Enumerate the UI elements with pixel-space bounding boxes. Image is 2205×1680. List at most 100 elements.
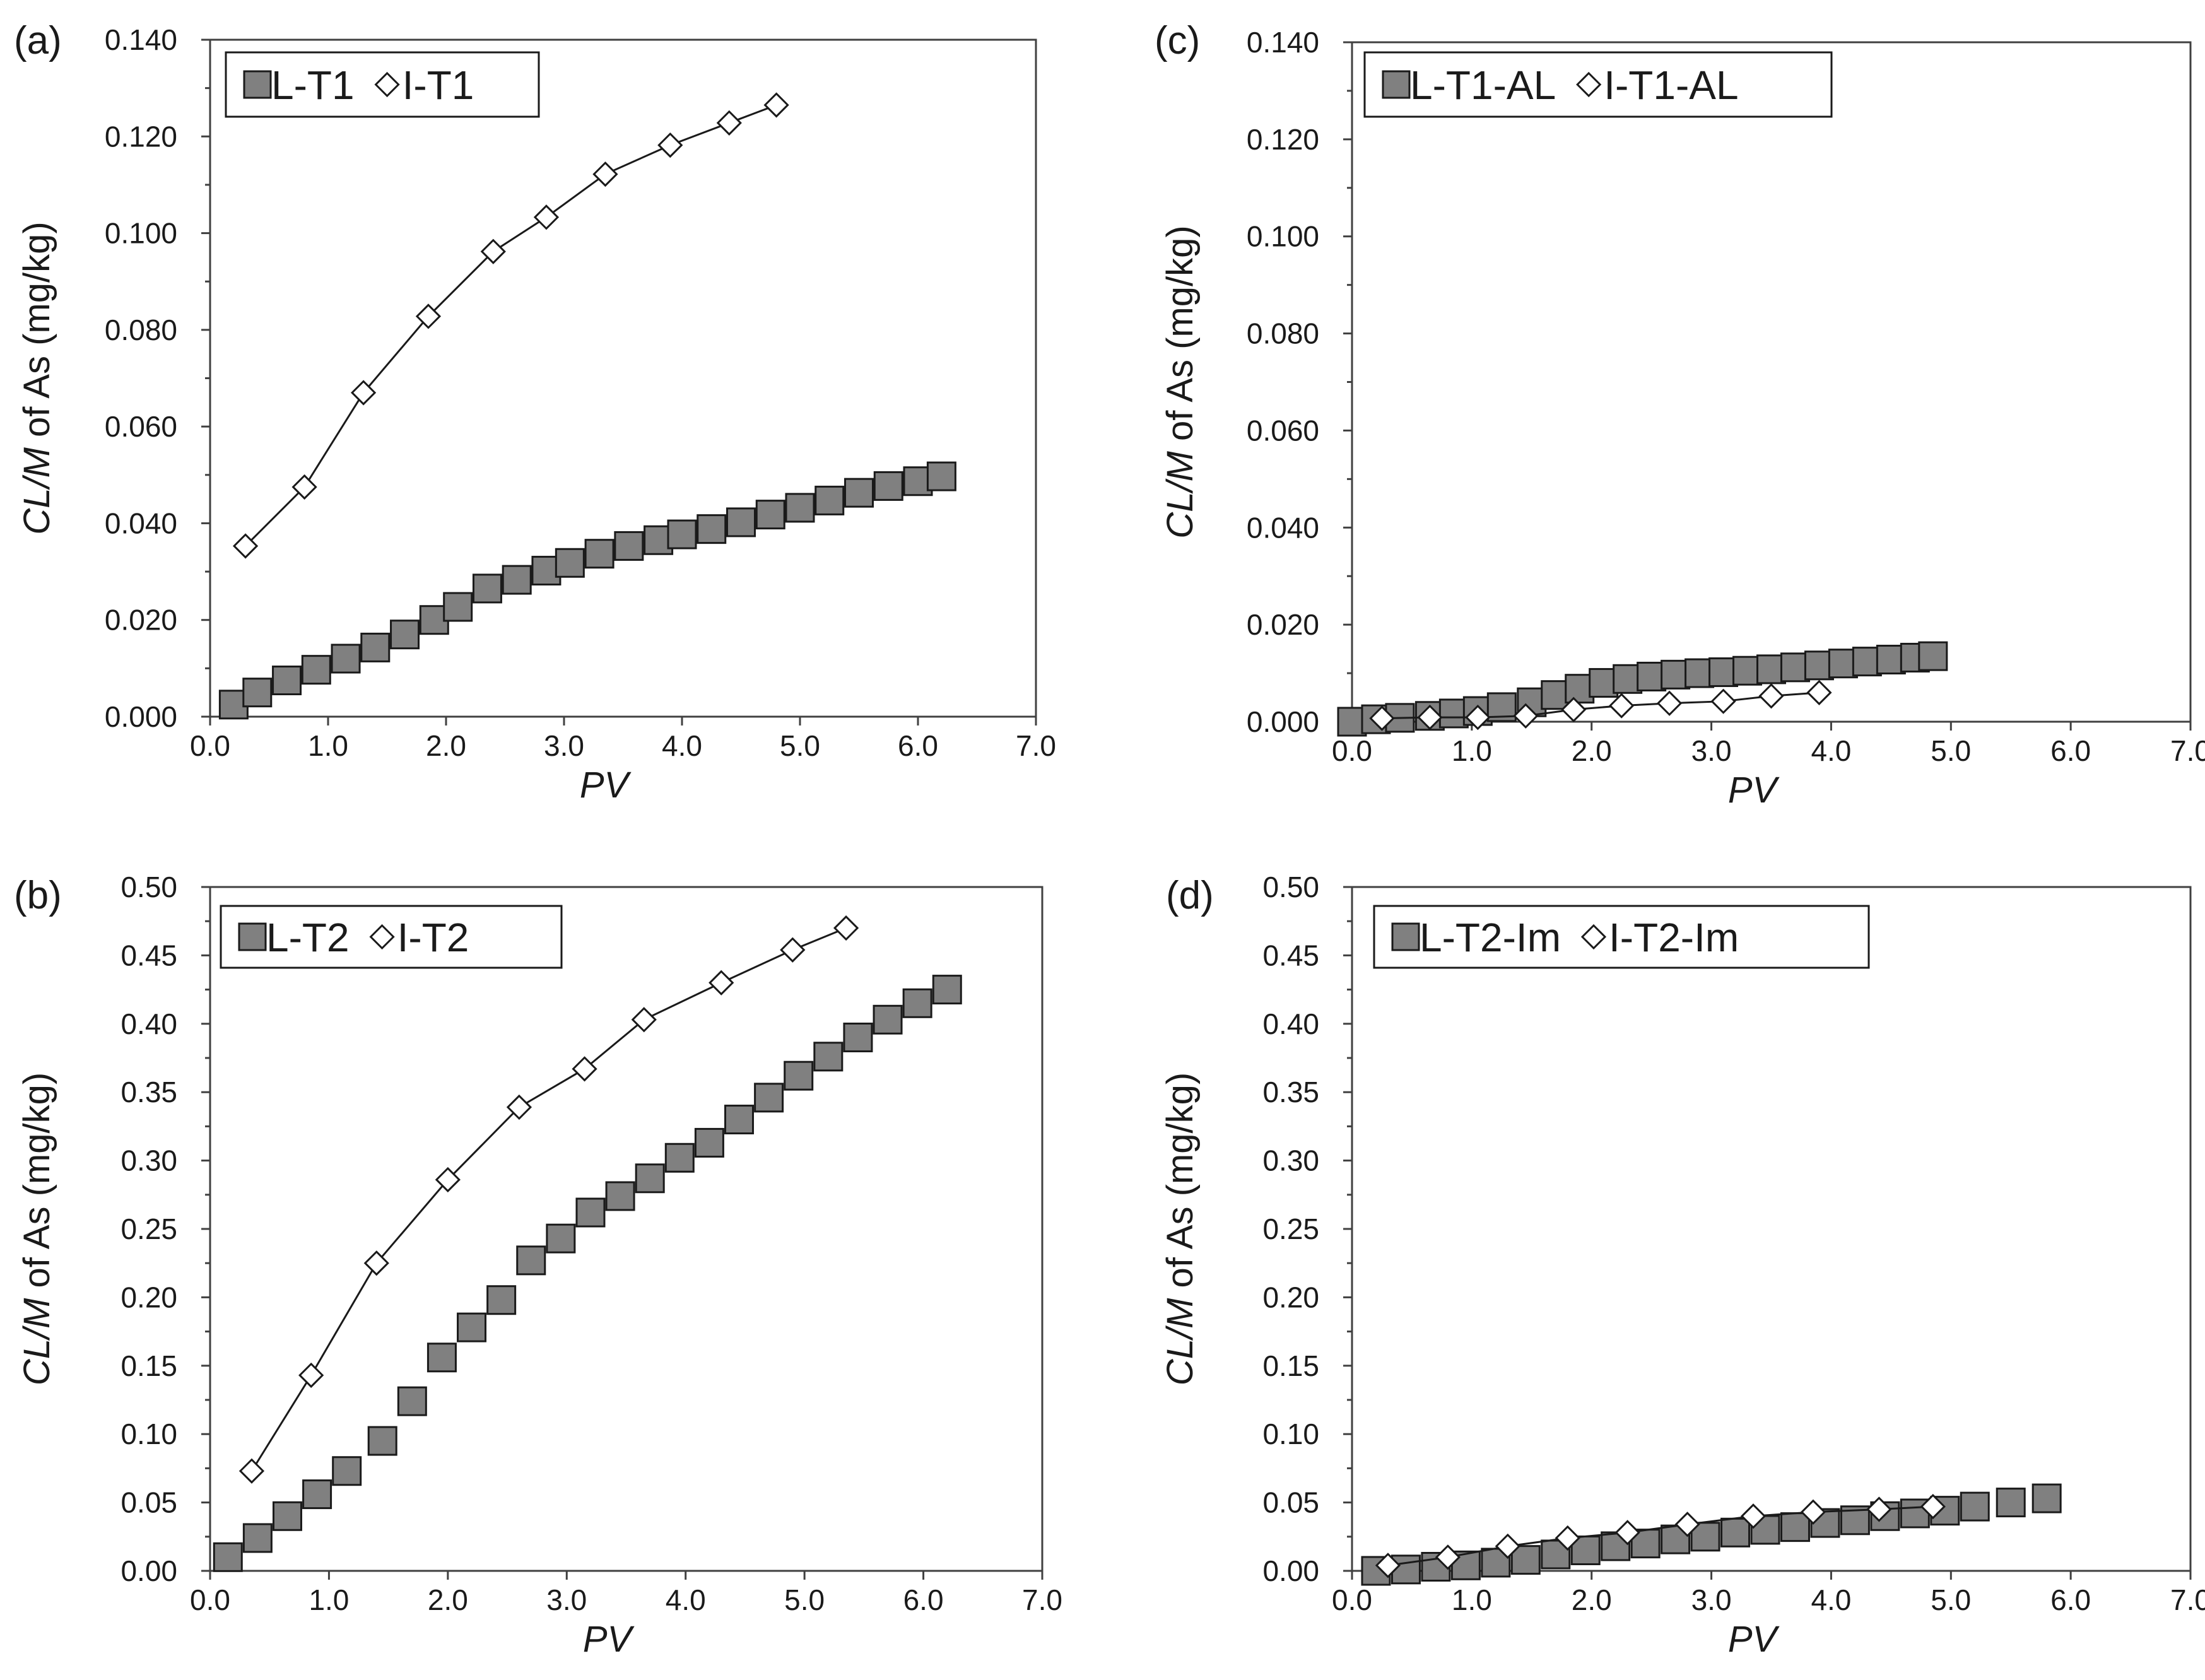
panel-c: 0.0 1.0 2.0 3.0 4.0 5.0 6.0 7.0 0.000 0.020 0.040 0…	[1155, 19, 2205, 811]
data-point	[592, 161, 618, 187]
y-tick-label: 0.100	[1247, 220, 1319, 253]
data-point	[367, 1426, 397, 1456]
x-axis-label: PV	[1728, 1619, 1780, 1660]
data-point	[754, 1083, 784, 1113]
x-tick-label: 1.0	[1452, 1583, 1492, 1616]
x-tick-label: 4.0	[662, 729, 702, 762]
data-point	[902, 988, 932, 1018]
panel-d: 0.0 1.0 2.0 3.0 4.0 5.0 6.0 7.0 0.00 0.05 0.10 0.15…	[1160, 871, 2205, 1660]
data-point	[486, 1285, 517, 1315]
data-point	[360, 632, 391, 662]
y-tick-label: 0.35	[121, 1076, 177, 1108]
y-tick-label: 0.020	[1247, 608, 1319, 641]
legend-label: I-T1-AL	[1604, 62, 1738, 108]
data-point	[697, 514, 727, 544]
y-axis-label-rest: of As (mg/kg)	[16, 221, 57, 447]
y-axis-label: CL/M of As (mg/kg)	[1160, 1072, 1201, 1385]
data-point	[415, 303, 442, 329]
y-axis-label: CL/M of As (mg/kg)	[16, 1072, 57, 1385]
data-point	[1710, 688, 1736, 714]
y-axis-label-rest: of As (mg/kg)	[1160, 1072, 1201, 1298]
data-point	[572, 1056, 597, 1082]
data-point	[1674, 1512, 1700, 1537]
data-point	[1920, 1493, 1946, 1520]
x-tick-label: 0.0	[1332, 734, 1372, 767]
y-axis-label-italic: CL/M	[16, 1298, 57, 1385]
data-point	[232, 533, 259, 559]
x-tick-label: 1.0	[309, 1583, 349, 1616]
x-tick-label: 4.0	[1811, 734, 1851, 767]
data-point	[1513, 703, 1539, 729]
x-tick-label: 7.0	[2170, 1583, 2205, 1616]
y-tick-label: 0.40	[1262, 1007, 1319, 1040]
x-tick-label: 6.0	[903, 1583, 944, 1616]
data-point	[784, 1060, 814, 1091]
data-point	[926, 461, 956, 491]
data-point	[1614, 1520, 1640, 1546]
legend-marker-square	[1382, 70, 1411, 99]
data-point	[1866, 1496, 1892, 1522]
y-tick-label: 0.140	[105, 23, 177, 56]
data-point	[631, 1007, 657, 1033]
series-line	[245, 104, 777, 547]
data-point	[575, 1197, 606, 1228]
data-point	[238, 1458, 265, 1484]
data-point	[331, 643, 361, 674]
data-point	[443, 592, 473, 622]
x-tick-label: 0.0	[190, 1583, 230, 1616]
legend: L-T2-Im I-T2-Im	[1373, 905, 1870, 969]
data-point	[1996, 1488, 2026, 1518]
data-point	[843, 1022, 873, 1052]
y-tick-label: 0.140	[1247, 26, 1319, 59]
legend-marker-square	[238, 922, 267, 951]
data-point	[533, 204, 560, 230]
data-point	[785, 493, 815, 523]
series-L-T2-Im	[1361, 1483, 2062, 1586]
y-axis-label: CL/M of As (mg/kg)	[16, 221, 57, 534]
data-point	[242, 1523, 273, 1553]
data-point	[298, 1362, 324, 1389]
data-point	[213, 1542, 243, 1572]
legend: L-T1-AL I-T1-AL	[1363, 51, 1833, 118]
data-point	[716, 110, 742, 136]
data-point	[1720, 1517, 1751, 1548]
y-tick-label: 0.30	[1262, 1144, 1319, 1177]
data-point	[1657, 690, 1683, 716]
series-I-T1-AL	[1369, 679, 1832, 731]
data-point	[755, 500, 785, 530]
x-tick-label: 5.0	[780, 729, 820, 762]
y-tick-label: 0.040	[105, 507, 177, 539]
x-tick-label: 0.0	[190, 729, 230, 762]
y-tick-label: 0.50	[121, 871, 177, 903]
data-point	[709, 970, 734, 996]
y-tick-label: 0.30	[121, 1144, 177, 1177]
series-line	[250, 927, 847, 1472]
data-point	[480, 238, 506, 264]
x-tick-label: 3.0	[544, 729, 584, 762]
data-point	[397, 1386, 427, 1416]
data-point	[833, 915, 859, 941]
data-point	[605, 1181, 635, 1211]
series-L-T2	[213, 975, 962, 1572]
y-tick-label: 0.35	[1262, 1076, 1319, 1108]
y-axis-label-italic: CL/M	[1160, 1298, 1201, 1385]
data-point	[457, 1312, 487, 1342]
data-point	[1810, 1508, 1840, 1538]
y-tick-label: 0.000	[105, 700, 177, 733]
x-tick-label: 6.0	[898, 729, 938, 762]
series-L-T1-AL	[1337, 641, 1948, 737]
data-point	[502, 565, 532, 595]
x-axis-label: PV	[583, 1619, 635, 1660]
data-point	[614, 531, 644, 561]
legend-box	[1373, 905, 1870, 969]
y-axis-label-italic: CL/M	[1160, 450, 1201, 538]
data-point	[763, 92, 789, 118]
y-axis-label-italic: CL/M	[16, 447, 57, 534]
legend-marker-square	[1391, 922, 1420, 951]
data-point	[555, 548, 585, 578]
data-point	[1780, 1512, 1810, 1542]
data-point	[435, 1166, 461, 1193]
x-tick-label: 7.0	[2170, 734, 2205, 767]
data-point	[1561, 696, 1587, 722]
panel-label: (d)	[1166, 874, 1214, 917]
